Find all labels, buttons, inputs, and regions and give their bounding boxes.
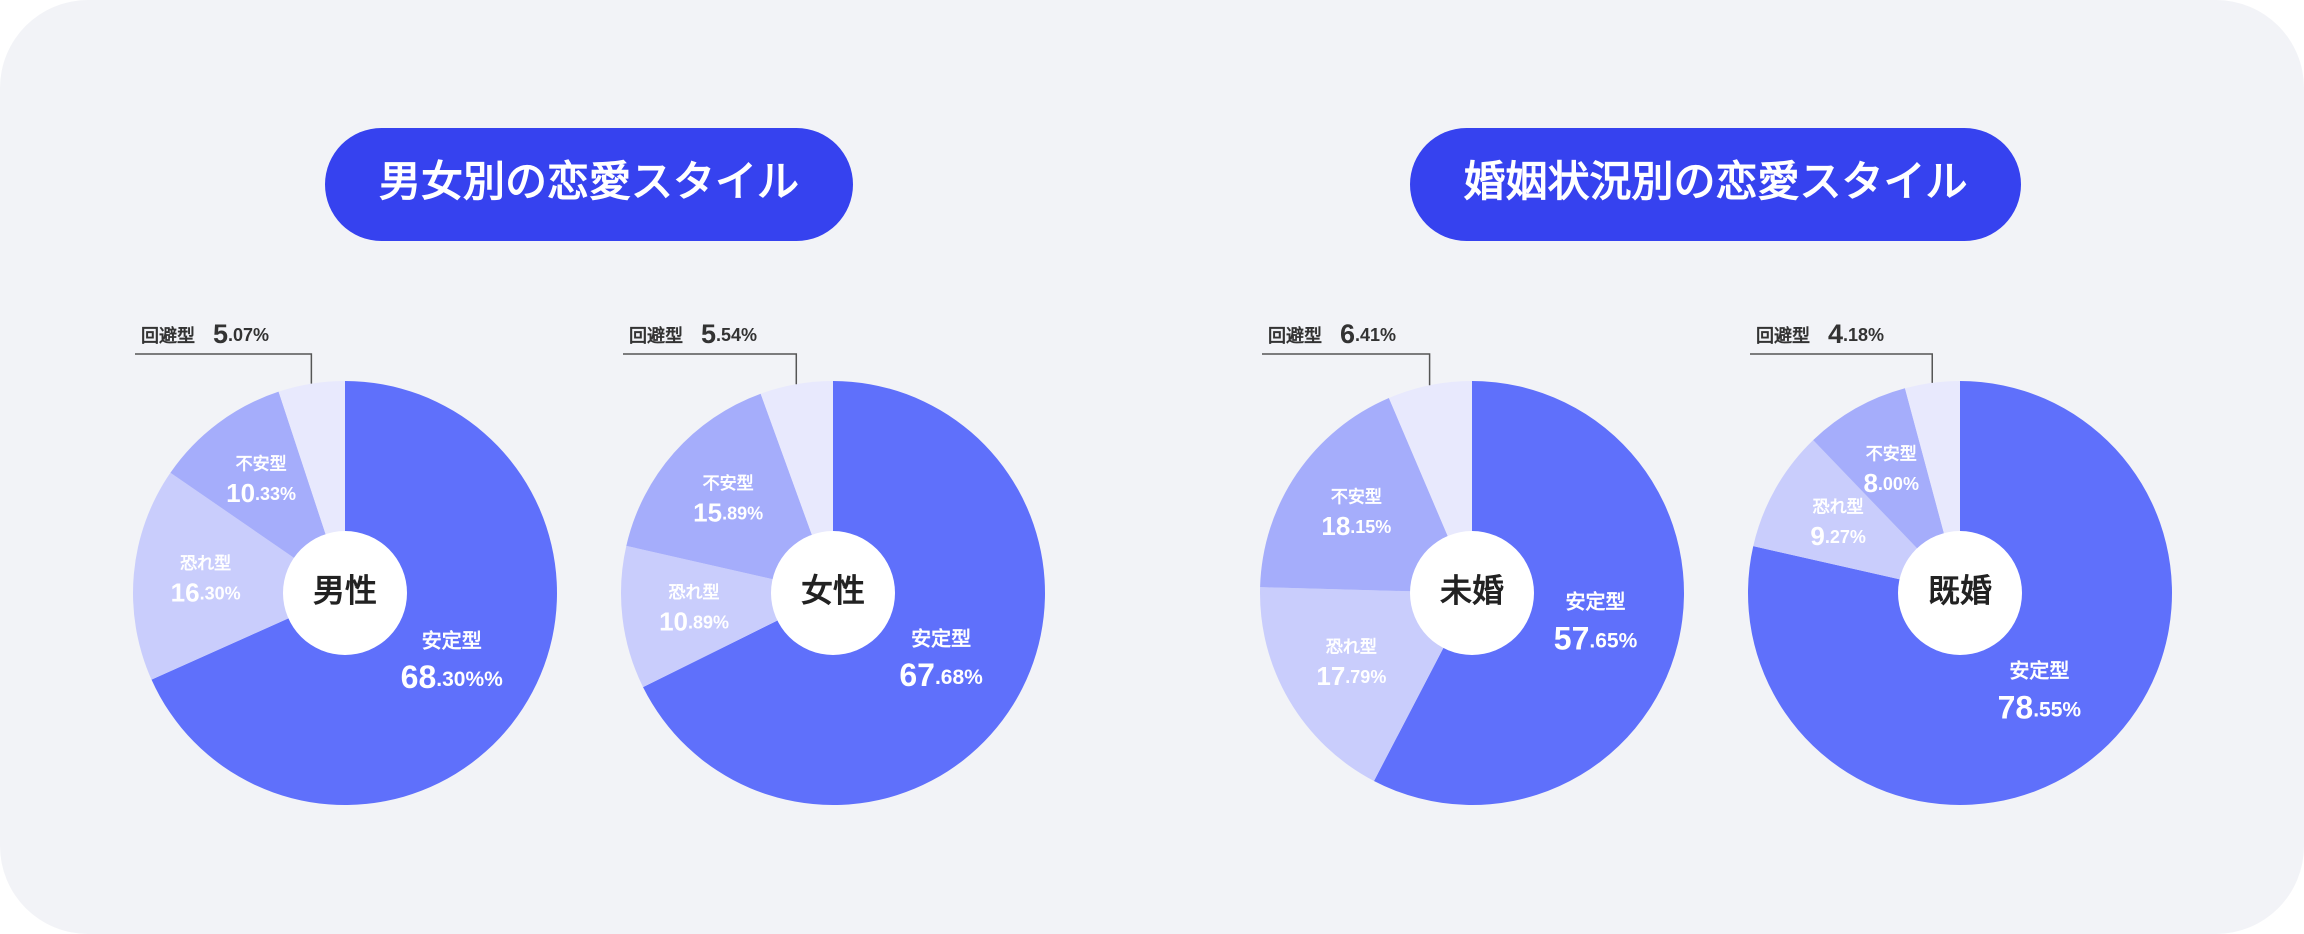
value-dec: .41% [1355, 325, 1396, 345]
slice-name: 恐れ型 [1813, 497, 1864, 517]
pie-slice [1813, 388, 1960, 593]
slice-value: 67.68% [899, 658, 983, 694]
value-dec: .07% [228, 325, 269, 345]
center-label: 既婚 [1928, 572, 1992, 608]
value-int: 78 [1998, 690, 2034, 726]
value-int: 18 [1321, 511, 1350, 541]
value-int: 10 [659, 606, 688, 636]
value-int: 67 [899, 658, 935, 694]
slice-value: 18.15% [1321, 511, 1391, 541]
callout-name: 回避型 [1756, 325, 1810, 346]
value-int: 5 [213, 319, 228, 349]
title-pill [1410, 128, 2021, 241]
pie-slice [1260, 397, 1472, 593]
center-label: 女性 [801, 572, 865, 608]
value-dec: .30% [200, 583, 241, 603]
slice-name: 恐れ型 [180, 553, 231, 573]
callout-name: 回避型 [141, 325, 195, 346]
slice-value: 57.65% [1554, 621, 1638, 657]
slice-name: 安定型 [422, 628, 482, 652]
slice-value: 10.89% [659, 606, 729, 636]
slice-value: 9.27% [1810, 521, 1866, 551]
center-label: 未婚 [1440, 572, 1504, 608]
value-dec: .18% [1843, 325, 1884, 345]
value-int: 17 [1316, 661, 1345, 691]
slice-name: 恐れ型 [669, 582, 720, 602]
pie-slice [626, 393, 833, 593]
slice-name: 安定型 [911, 626, 971, 650]
slice-value: 68.30%% [401, 660, 503, 696]
value-int: 68 [401, 660, 437, 696]
center-hole [1898, 531, 2022, 655]
title-pill [325, 128, 853, 241]
value-int: 16 [171, 577, 200, 607]
value-dec: .65% [1589, 629, 1637, 652]
slice-name: 恐れ型 [1326, 636, 1377, 656]
value-int: 8 [1863, 468, 1877, 498]
value-dec: .89% [688, 612, 729, 632]
value-dec: .15% [1350, 517, 1391, 537]
pie-slice [170, 391, 345, 593]
slice-name: 安定型 [1566, 590, 1626, 614]
callout-value: 4.18% [1828, 319, 1884, 349]
slice-value: 10.33% [226, 478, 296, 508]
value-dec: .79% [1345, 667, 1386, 687]
callout-name: 回避型 [629, 325, 683, 346]
slice-name: 不安型 [1866, 444, 1917, 464]
group-title: 男女別の恋愛スタイル [379, 158, 799, 205]
slice-value: 17.79% [1316, 661, 1386, 691]
value-dec: .55% [2033, 698, 2081, 721]
callout-line [623, 353, 798, 385]
value-int: 6 [1340, 319, 1355, 349]
value-int: 5 [701, 319, 716, 349]
slice-name: 不安型 [236, 454, 287, 474]
value-int: 57 [1554, 621, 1590, 657]
slice-value: 78.55% [1998, 690, 2082, 726]
center-hole [771, 531, 895, 655]
slice-name: 不安型 [1331, 487, 1382, 507]
center-hole [1410, 531, 1534, 655]
value-int: 9 [1810, 521, 1824, 551]
value-int: 10 [226, 478, 255, 508]
center-label: 男性 [313, 572, 377, 608]
group-title: 婚姻状況別の恋愛スタイル [1463, 158, 1967, 205]
center-hole [283, 531, 407, 655]
callout-line [1262, 353, 1431, 386]
slice-name: 安定型 [2009, 659, 2069, 683]
value-dec: .89% [722, 503, 763, 523]
slice-value: 16.30% [171, 577, 241, 607]
callout-value: 5.54% [701, 319, 757, 349]
value-int: 15 [693, 497, 722, 527]
pie-slice [1260, 587, 1472, 781]
value-dec: .54% [716, 325, 757, 345]
callout-line [1750, 353, 1933, 383]
value-dec: .68% [935, 666, 983, 689]
pie-slice [133, 472, 345, 680]
value-dec: .00% [1878, 474, 1919, 494]
value-dec: .33% [255, 484, 296, 504]
callout-value: 6.41% [1340, 319, 1396, 349]
slice-name: 不安型 [703, 473, 754, 493]
slice-value: 8.00% [1863, 468, 1919, 498]
callout-name: 回避型 [1268, 325, 1322, 346]
callout-line [135, 353, 313, 384]
slice-value: 15.89% [693, 497, 763, 527]
value-dec: .27% [1825, 527, 1866, 547]
pie-slice [1753, 440, 1960, 593]
value-dec: .30%% [436, 668, 503, 691]
callout-value: 5.07% [213, 319, 269, 349]
value-int: 4 [1828, 319, 1843, 349]
